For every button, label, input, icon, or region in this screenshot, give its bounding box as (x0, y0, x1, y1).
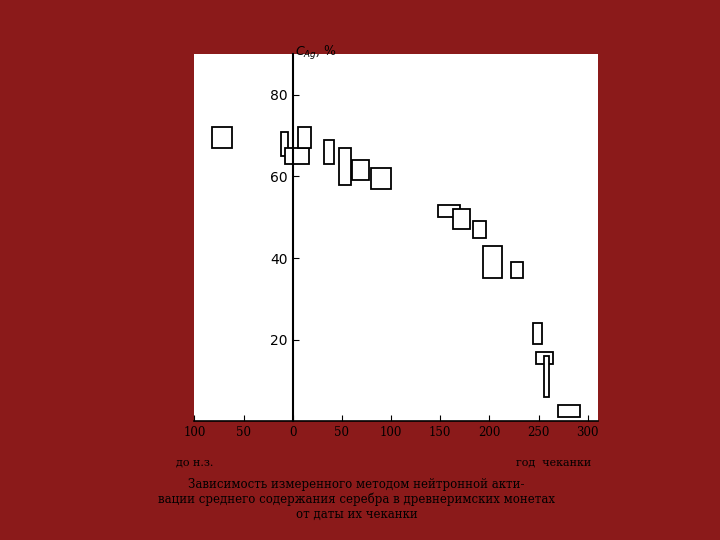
Bar (453, 209, 469, 230)
Bar (281, 132, 288, 156)
Text: $C_{Ag}$, %: $C_{Ag}$, % (294, 44, 336, 62)
Bar (212, 127, 232, 148)
Bar (352, 160, 369, 180)
Bar (558, 405, 580, 417)
Text: год  чеканки: год чеканки (516, 458, 591, 468)
Text: от даты их чеканки: от даты их чеканки (295, 508, 418, 521)
Bar (482, 246, 503, 279)
Bar (372, 168, 391, 188)
Bar (473, 221, 487, 238)
Bar (339, 148, 351, 185)
Bar (533, 323, 541, 343)
Bar (438, 205, 460, 217)
Bar (536, 352, 554, 364)
Text: Зависимость измеренного методом нейтронной акти-: Зависимость измеренного методом нейтронн… (188, 478, 525, 491)
Text: до н.з.: до н.з. (176, 458, 213, 468)
Bar (324, 140, 334, 164)
Bar (511, 262, 523, 279)
Bar (285, 148, 310, 164)
Text: вации среднего содержания серебра в древнеримских монетах: вации среднего содержания серебра в древ… (158, 492, 555, 506)
Bar (297, 127, 312, 148)
Bar (544, 356, 549, 397)
